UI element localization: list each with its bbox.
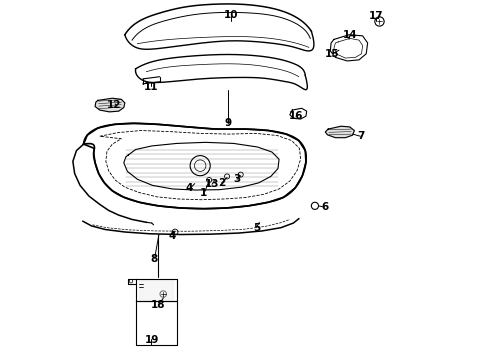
Circle shape xyxy=(224,174,230,179)
Polygon shape xyxy=(139,280,173,300)
Text: 14: 14 xyxy=(343,30,357,40)
Text: 2: 2 xyxy=(218,178,225,188)
Circle shape xyxy=(238,172,243,177)
Text: 19: 19 xyxy=(146,334,160,345)
Text: 12: 12 xyxy=(107,100,122,110)
Circle shape xyxy=(311,202,318,210)
Text: 9: 9 xyxy=(224,118,231,128)
Circle shape xyxy=(172,229,178,235)
Polygon shape xyxy=(325,126,354,138)
Text: 8: 8 xyxy=(150,254,157,264)
Text: 13: 13 xyxy=(205,179,219,189)
Circle shape xyxy=(375,17,384,26)
Text: 5: 5 xyxy=(253,224,260,233)
Text: 3: 3 xyxy=(234,174,241,184)
Text: 6: 6 xyxy=(321,202,328,212)
Text: 1: 1 xyxy=(200,188,207,198)
Text: 7: 7 xyxy=(357,131,364,141)
Text: 11: 11 xyxy=(144,82,158,92)
Text: 10: 10 xyxy=(223,10,238,20)
Text: 4: 4 xyxy=(169,231,176,240)
Text: 4: 4 xyxy=(186,183,193,193)
Circle shape xyxy=(160,291,167,297)
Text: 17: 17 xyxy=(368,11,383,21)
Text: 18: 18 xyxy=(151,300,166,310)
Polygon shape xyxy=(95,98,125,112)
Text: 16: 16 xyxy=(289,111,303,121)
Circle shape xyxy=(207,177,212,183)
Circle shape xyxy=(129,279,133,283)
Text: 15: 15 xyxy=(324,49,339,59)
